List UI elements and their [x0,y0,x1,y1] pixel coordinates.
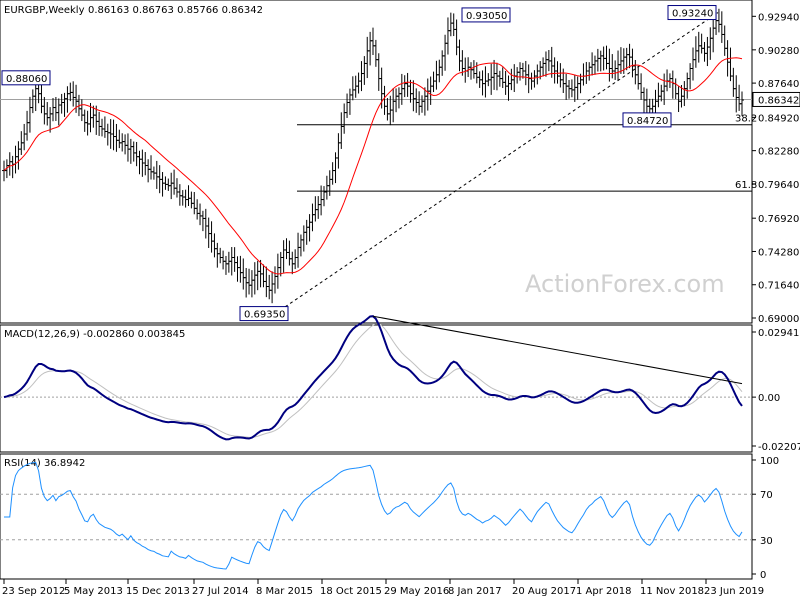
moving-average-line [3,57,743,275]
price-y-tick-label: 0.90280 [758,46,799,57]
rsi-y-tick-label: 0 [760,570,766,581]
price-y-tick-label: 0.76920 [758,214,799,225]
rsi-y-tick-label: 70 [760,490,773,501]
price-title: EURGBP,Weekly [4,5,85,16]
macd-panel [0,324,753,453]
macd-y-tick-label: 0.00 [758,393,780,404]
price-y-tick-label: 0.74280 [758,247,799,258]
price-annotation-label: 0.93050 [466,11,507,22]
price-y-tick-label: 0.82280 [758,147,799,158]
price-y-tick-label: 0.84920 [758,113,799,124]
trendline [274,12,719,315]
x-tick-label: 8 Mar 2015 [256,586,313,597]
x-tick-label: 23 Jun 2019 [704,586,764,597]
x-tick-label: 27 Jul 2014 [192,586,249,597]
x-tick-label: 18 Oct 2015 [320,586,382,597]
price-y-tick-label: 0.92940 [758,12,799,23]
rsi-y-tick-label: 100 [760,456,779,467]
macd-y-tick-label: -0.022074 [758,442,800,453]
x-tick-label: 15 Dec 2013 [126,586,190,597]
price-annotation-box [667,5,717,21]
price-y-tick-label: 0.71640 [758,281,799,292]
price-annotation-box [1,70,51,86]
price-annotation-label: 0.88060 [6,74,47,85]
price-y-tick-label: 0.79640 [758,180,799,191]
macd-trendline [372,315,743,385]
ohlc-readout: 0.86163 0.86763 0.85766 0.86342 [88,5,263,16]
x-tick-label: 5 May 2013 [64,586,123,597]
rsi-panel [0,453,753,580]
watermark: ActionForex.com [525,270,725,298]
x-tick-label: 29 May 2016 [384,586,449,597]
price-y-tick-label: 0.69000 [758,314,799,325]
fib-label: 61.8 [735,180,757,191]
macd-y-tick-label: 0.029412 [758,328,800,339]
x-tick-label: 11 Nov 2018 [640,586,704,597]
price-annotation-label: 0.93240 [672,9,713,20]
axis-layer: 0.92940 0.90280 0.87640 0.84920 0.82280 0.796… [2,12,800,597]
price-annotation-label: 0.84720 [627,116,668,127]
price-annotation-label: 0.69350 [244,310,285,321]
x-tick-label: 8 Jan 2017 [448,586,502,597]
price-annotation-box [461,7,511,23]
rsi-y-tick-label: 30 [760,536,773,547]
last-price-box [752,91,800,107]
rsi-layer [0,461,752,570]
rsi-title: RSI(14) 36.8942 [4,458,85,469]
price-annotation-box [239,306,289,322]
price-layer: 38.2 61.8 0.88060 0.69350 0.93050 0.93240 0.84… [0,5,757,322]
fib-label: 38.2 [735,114,757,125]
x-tick-label: 20 Aug 2017 [512,586,576,597]
macd-layer [0,315,752,441]
price-annotation-box [622,112,672,128]
rsi-line [4,461,743,570]
x-tick-label: 23 Sep 2012 [2,586,65,597]
last-price-label: 0.86342 [758,95,799,106]
macd-title: MACD(12,26,9) -0.002860 0.003845 [4,329,185,340]
price-y-tick-label: 0.87640 [758,79,799,90]
x-tick-label: 1 Apr 2018 [576,586,631,597]
